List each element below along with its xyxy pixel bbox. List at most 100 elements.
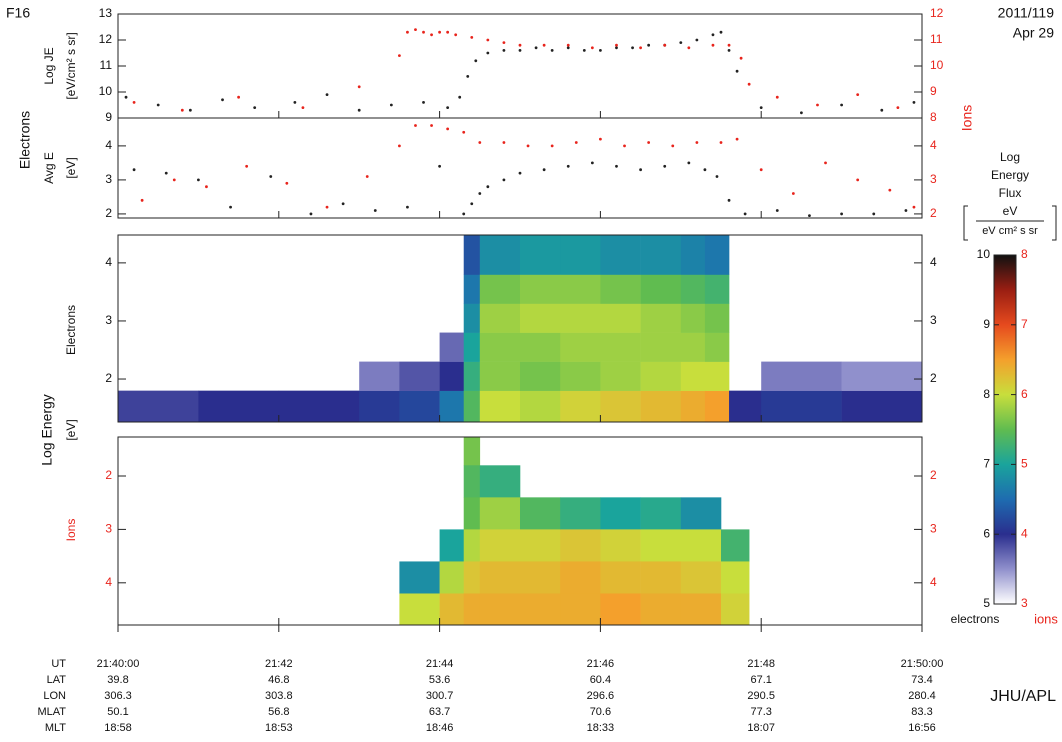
data-point (470, 202, 474, 206)
spectrogram-cell (600, 561, 641, 594)
data-point (205, 185, 208, 189)
ephemeris-cell: 73.4 (911, 674, 932, 686)
data-point (406, 205, 409, 209)
data-point (912, 101, 916, 104)
satellite: F16 (6, 5, 30, 21)
ephemeris-cell: 21:44 (426, 658, 454, 670)
spectrogram-cell (680, 593, 722, 626)
ephemeris-cell: 50.1 (107, 706, 128, 718)
spectrogram-cell (704, 390, 730, 423)
ephemeris-cell: 18:46 (426, 722, 454, 734)
panel-frame (117, 117, 923, 219)
data-point (599, 49, 602, 52)
ephemeris-cell: 290.5 (747, 690, 775, 702)
data-point (743, 212, 747, 216)
ephemeris-cell: 39.8 (107, 674, 128, 686)
data-point (341, 202, 345, 206)
spectrogram-cell (560, 561, 601, 594)
data-point (727, 198, 731, 202)
data-point (904, 209, 908, 212)
data-point (824, 161, 827, 165)
ephemeris-cell: 60.4 (590, 674, 611, 686)
ephemeris-cell: 280.4 (908, 690, 936, 702)
y-tick-label: 2 (105, 206, 112, 220)
ephemeris-cell: 67.1 (750, 674, 771, 686)
spectrogram-cell (704, 361, 730, 391)
spectrogram-cell (463, 274, 481, 304)
data-point (462, 212, 466, 216)
data-point (759, 106, 763, 109)
data-point (486, 51, 490, 55)
y-label: Electrons (64, 305, 78, 355)
y2-tick-label: 4 (930, 575, 937, 589)
colorbar-tick-label: 8 (1021, 247, 1028, 261)
spectrogram-cell (640, 332, 682, 362)
spectrogram-cell (439, 361, 465, 391)
data-point (502, 141, 506, 144)
data-point (406, 30, 409, 34)
ephemeris-cell: 18:07 (747, 722, 775, 734)
ephemeris-cell: 16:56 (908, 722, 936, 734)
spectrogram-cell (560, 303, 601, 333)
data-point (615, 164, 618, 168)
y2-tick-label: 2 (930, 468, 937, 482)
spectrogram-cell (520, 332, 561, 362)
spectrogram-cell (600, 235, 641, 275)
spectrogram-cell (841, 390, 923, 423)
data-point (526, 144, 530, 148)
spectrogram-cell (600, 593, 641, 626)
y-label: Log JE (42, 47, 56, 84)
spectrogram-cell (560, 332, 601, 362)
y2-tick-label: 12 (930, 6, 944, 20)
y2-tick-label: 11 (930, 32, 943, 46)
spectrogram-cell (761, 361, 842, 391)
y-tick-label: 3 (105, 313, 112, 327)
data-point (775, 95, 779, 99)
bracket (963, 205, 1057, 241)
spectrogram-cell (680, 361, 706, 391)
data-point (550, 49, 554, 52)
spectrogram-cell (560, 497, 601, 530)
data-point (478, 192, 482, 195)
spectrogram-cell (600, 332, 641, 362)
ephemeris-cell: 56.8 (268, 706, 289, 718)
data-point (566, 164, 570, 168)
ephemeris-label: MLAT (37, 706, 66, 718)
data-point (132, 168, 136, 172)
spectrogram-cell (399, 593, 440, 626)
data-point (285, 181, 289, 185)
data-point (840, 103, 843, 107)
spectrogram-cell (520, 390, 561, 423)
spectrogram-cell (463, 497, 481, 530)
data-point (816, 103, 819, 107)
colorbar-tick-label: 7 (1021, 317, 1028, 331)
spectrogram-cell (463, 529, 481, 562)
spectrogram-cell (761, 390, 842, 423)
data-point (679, 41, 683, 44)
spectrogram-cell (560, 390, 601, 423)
data-point (398, 54, 401, 57)
credit: JHU/APL (990, 688, 1056, 705)
data-point (470, 36, 474, 39)
data-point (715, 175, 719, 178)
data-point (735, 137, 739, 141)
spectrogram-cell (600, 361, 641, 391)
spectrogram-cell (479, 497, 521, 530)
spectrogram-cell (118, 390, 199, 423)
data-point (458, 95, 462, 99)
spectrogram-cell (463, 390, 481, 423)
spectrogram-cell (640, 274, 682, 304)
data-point (840, 212, 843, 216)
spectrogram-cell (729, 390, 762, 423)
colorbar-unit: eV cm² s sr (982, 225, 1038, 237)
data-point (301, 106, 305, 109)
data-point (438, 30, 441, 34)
y2-tick-label: 4 (930, 138, 937, 152)
spectrogram-cell (721, 561, 750, 594)
y-tick-label: 2 (105, 371, 112, 385)
ephemeris-cell: 21:50:00 (901, 658, 944, 670)
data-point (132, 101, 136, 104)
data-point (446, 127, 450, 131)
